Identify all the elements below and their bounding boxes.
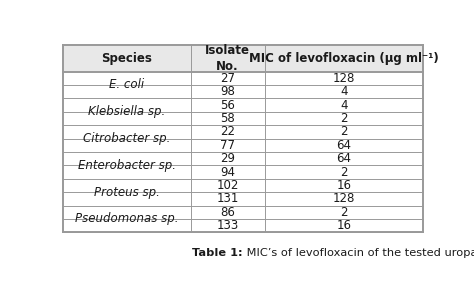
- Text: 2: 2: [340, 206, 347, 219]
- Text: 64: 64: [336, 152, 351, 165]
- Text: 86: 86: [220, 206, 235, 219]
- Text: 131: 131: [217, 192, 239, 205]
- Text: Species: Species: [101, 52, 152, 65]
- Text: 56: 56: [220, 99, 235, 112]
- Text: 133: 133: [217, 219, 239, 232]
- Text: MIC of levofloxacin (μg ml⁻¹): MIC of levofloxacin (μg ml⁻¹): [249, 52, 438, 65]
- Text: 4: 4: [340, 85, 347, 98]
- Text: 16: 16: [336, 219, 351, 232]
- Text: Proteus sp.: Proteus sp.: [94, 186, 160, 199]
- Text: 2: 2: [340, 112, 347, 125]
- Text: 102: 102: [217, 179, 239, 192]
- Text: Citrobacter sp.: Citrobacter sp.: [83, 132, 171, 145]
- Text: Isolate
No.: Isolate No.: [205, 44, 250, 73]
- Text: 58: 58: [220, 112, 235, 125]
- Text: 22: 22: [220, 125, 235, 138]
- Text: 27: 27: [220, 72, 235, 85]
- Text: 94: 94: [220, 165, 235, 178]
- Text: Pseudomonas sp.: Pseudomonas sp.: [75, 212, 179, 225]
- Text: 64: 64: [336, 139, 351, 152]
- Text: 16: 16: [336, 179, 351, 192]
- Text: 77: 77: [220, 139, 235, 152]
- Text: 29: 29: [220, 152, 235, 165]
- Text: 128: 128: [333, 72, 355, 85]
- Text: MIC’s of levofloxacin of the tested uropathogens.: MIC’s of levofloxacin of the tested urop…: [243, 248, 474, 258]
- Text: 2: 2: [340, 165, 347, 178]
- Text: E. coli: E. coli: [109, 78, 145, 91]
- Text: Klebsiella sp.: Klebsiella sp.: [88, 105, 165, 118]
- Text: 2: 2: [340, 125, 347, 138]
- Text: Enterobacter sp.: Enterobacter sp.: [78, 159, 176, 172]
- Text: 128: 128: [333, 192, 355, 205]
- Text: Table 1:: Table 1:: [192, 248, 243, 258]
- Text: 98: 98: [220, 85, 235, 98]
- Text: 4: 4: [340, 99, 347, 112]
